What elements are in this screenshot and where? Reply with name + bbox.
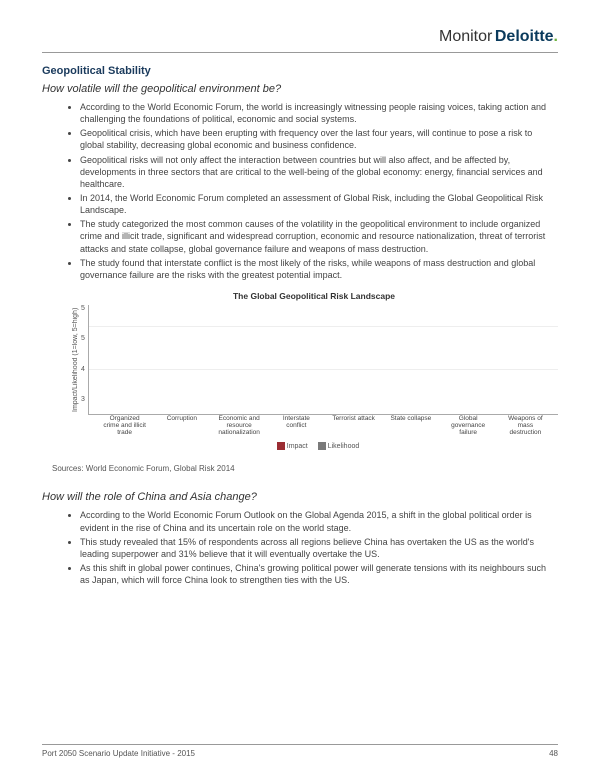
- brand-header: Monitor Deloitte.: [42, 28, 558, 46]
- question-1: How volatile will the geopolitical envir…: [42, 83, 558, 95]
- footer-left: Port 2050 Scenario Update Initiative - 2…: [42, 749, 195, 758]
- header-rule: [42, 52, 558, 53]
- list-item: Geopolitical risks will not only affect …: [80, 154, 558, 190]
- chart-xlabels: Organized crime and illicit trade Corrupt…: [92, 415, 558, 436]
- xlabel: Corruption: [160, 415, 204, 436]
- xlabel: Global governance failure: [446, 415, 490, 436]
- brand-monitor: Monitor: [439, 28, 492, 45]
- list-item: According to the World Economic Forum Ou…: [80, 509, 558, 533]
- page-footer: Port 2050 Scenario Update Initiative - 2…: [42, 744, 558, 758]
- brand-dot: .: [554, 28, 558, 45]
- chart-source: Sources: World Economic Forum, Global Ri…: [52, 464, 558, 473]
- xlabel: Terrorist attack: [332, 415, 376, 436]
- xlabel: Weapons of mass destruction: [503, 415, 547, 436]
- section-title: Geopolitical Stability: [42, 65, 558, 77]
- list-item: This study revealed that 15% of responde…: [80, 536, 558, 560]
- bullet-list-2: According to the World Economic Forum Ou…: [80, 509, 558, 586]
- chart-plot: [88, 305, 558, 415]
- legend-swatch-likelihood: [318, 442, 326, 450]
- chart-ylabel: Impact/Likelihood (1=low, 5=high): [70, 305, 81, 415]
- footer-rule: [42, 744, 558, 745]
- chart-bars: [89, 305, 558, 414]
- xlabel: State collapse: [389, 415, 433, 436]
- list-item: The study found that interstate conflict…: [80, 257, 558, 281]
- legend-label-likelihood: Likelihood: [328, 443, 360, 450]
- list-item: In 2014, the World Economic Forum comple…: [80, 192, 558, 216]
- risk-chart: The Global Geopolitical Risk Landscape I…: [70, 291, 558, 450]
- list-item: According to the World Economic Forum, t…: [80, 101, 558, 125]
- xlabel: Organized crime and illicit trade: [103, 415, 147, 436]
- chart-title: The Global Geopolitical Risk Landscape: [70, 291, 558, 301]
- legend-swatch-impact: [277, 442, 285, 450]
- footer-page: 48: [549, 749, 558, 758]
- chart-yaxis: 5543: [81, 305, 88, 415]
- chart-legend: Impact Likelihood: [70, 442, 558, 450]
- list-item: The study categorized the most common ca…: [80, 218, 558, 254]
- list-item: Geopolitical crisis, which have been eru…: [80, 127, 558, 151]
- xlabel: Interstate conflict: [274, 415, 318, 436]
- xlabel: Economic and resource nationalization: [217, 415, 261, 436]
- brand-deloitte: Deloitte: [495, 28, 554, 45]
- question-2: How will the role of China and Asia chan…: [42, 491, 558, 503]
- list-item: As this shift in global power continues,…: [80, 562, 558, 586]
- legend-label-impact: Impact: [287, 443, 308, 450]
- bullet-list-1: According to the World Economic Forum, t…: [80, 101, 558, 281]
